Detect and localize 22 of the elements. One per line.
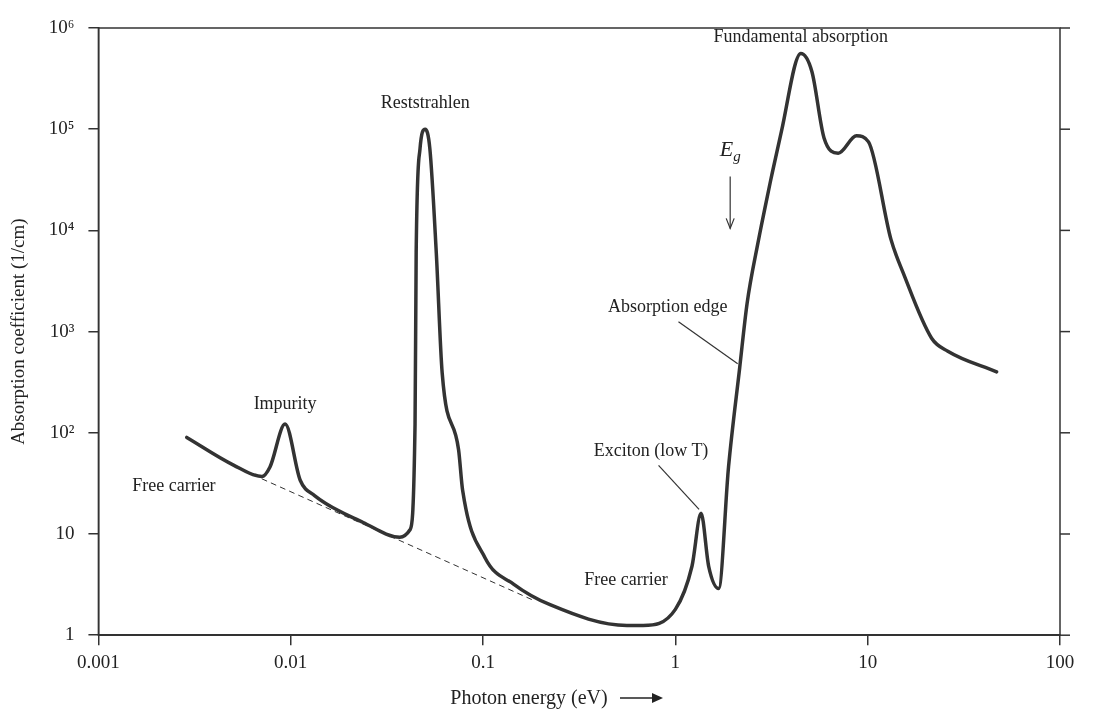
y-tick-label: 10³ [49,319,75,341]
x-tick-label: 100 [1045,650,1075,672]
annotation: Reststrahlen [380,91,470,112]
y-tick-label: 1 [64,623,75,645]
y-axis-title: Absorption coefficient (1/cm) [7,218,30,445]
y-tick-label: 10² [49,420,75,442]
annotation: Fundamental absorption [713,26,889,47]
annotation: Absorption edge [607,296,728,317]
annotation: Exciton (low T) [593,440,709,462]
x-tick-label: 0.01 [274,650,308,672]
x-tick-label: 1 [670,650,681,672]
annotation: Free carrier [584,569,668,590]
annotation: Free carrier [132,475,216,496]
y-tick-label: 10⁵ [48,117,75,139]
x-axis-title: Photon energy (eV) [450,686,608,709]
y-tick-label: 10⁴ [48,218,75,240]
y-tick-label: 10 [55,521,75,543]
x-tick-label: 0.1 [471,650,495,672]
x-tick-label: 0.001 [77,650,120,672]
x-tick-label: 10 [858,650,878,672]
y-tick-label: 10⁶ [48,15,75,37]
annotation: Impurity [253,392,317,413]
